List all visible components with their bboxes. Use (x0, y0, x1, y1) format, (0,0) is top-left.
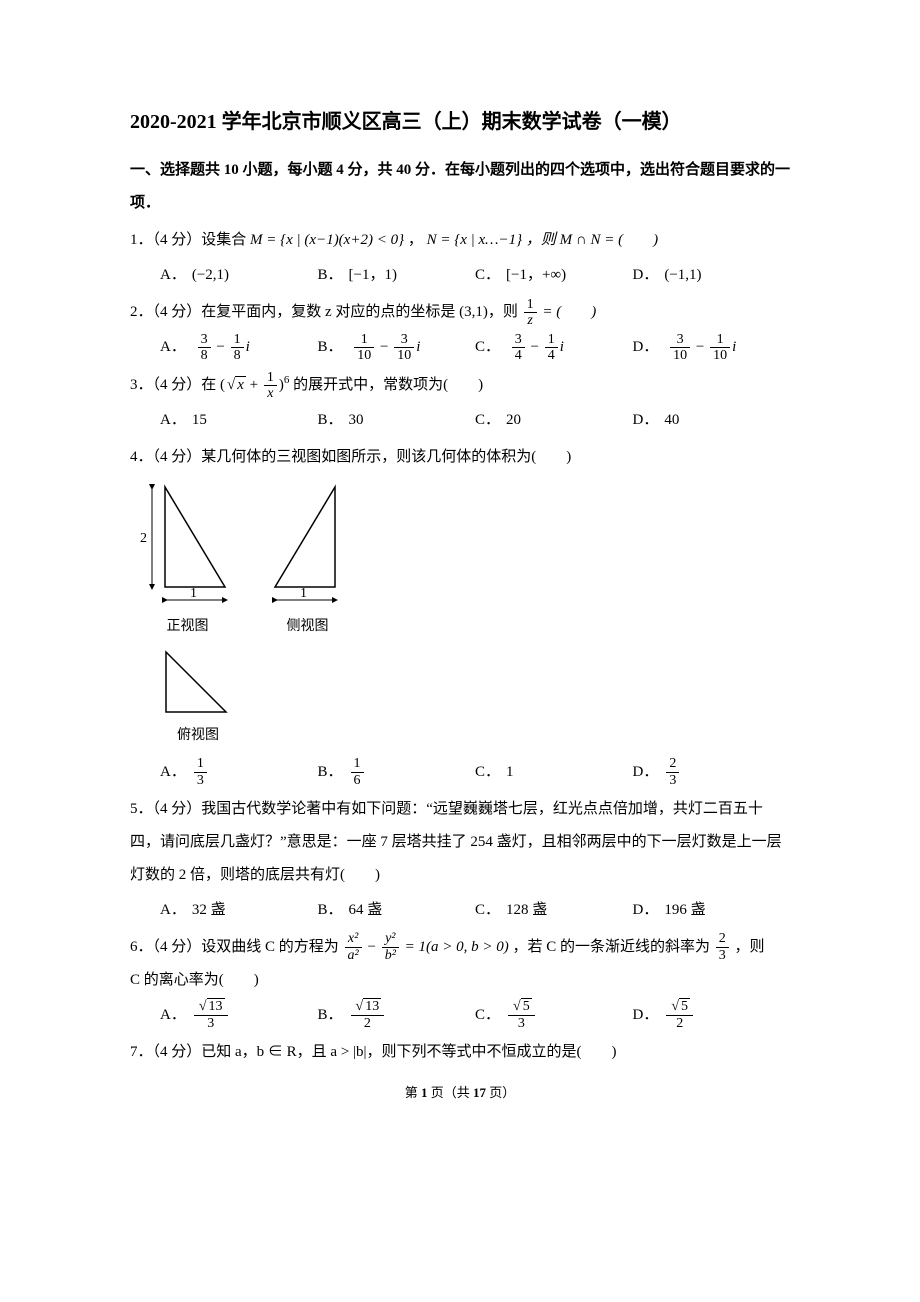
q2-frac: 1z (524, 297, 537, 329)
dim-2: 2 (140, 531, 147, 546)
q3-opt-c: C．20 (475, 404, 633, 437)
q3-stem-b: 的展开式中，常数项为( ) (293, 377, 483, 393)
q1-stem-a: 1．（4 分）设集合 (130, 232, 250, 248)
opt-label: C． (475, 267, 500, 283)
q5-options: A．32 盏 B．64 盏 C．128 盏 D．196 盏 (160, 894, 790, 927)
q3-opt-a: A．15 (160, 404, 318, 437)
q2-stem-a: 2．（4 分）在复平面内，复数 z 对应的点的坐标是 (3,1)，则 (130, 304, 518, 320)
q4-opt-b: B．16 (318, 756, 476, 789)
question-6: 6．（4 分）设双曲线 C 的方程为 x²a² − y²b² = 1(a > 0… (130, 931, 790, 964)
side-view-svg: 1 (265, 482, 350, 612)
q5-opt-d: D．196 盏 (633, 894, 791, 927)
opt-label: B． (318, 267, 343, 283)
question-6b: C 的离心率为( ) (130, 964, 790, 997)
q1-opt-b: B．[−1，1) (318, 259, 476, 292)
three-view-figures: 2 1 正视图 1 侧视图 俯视图 (140, 482, 790, 752)
q3-opt-b: B．30 (318, 404, 476, 437)
question-7: 7．（4 分）已知 a，b ∈ R，且 a > |b|，则下列不等式中不恒成立的… (130, 1036, 790, 1069)
fig-row-bottom: 俯视图 (140, 649, 790, 752)
page-footer: 第 1 页（共 17 页） (130, 1079, 790, 1108)
q6-opt-c: C．53 (475, 999, 633, 1032)
q4-opt-d: D．23 (633, 756, 791, 789)
q3-opt-d: D．40 (633, 404, 791, 437)
front-view-svg: 2 1 (140, 482, 235, 612)
front-view-label: 正视图 (140, 612, 235, 643)
question-1: 1．（4 分）设集合 M = {x | (x−1)(x+2) < 0} ， N … (130, 224, 790, 257)
q1-options: A．(−2,1) B．[−1，1) C．[−1，+∞) D．(−1,1) (160, 259, 790, 292)
q5-opt-c: C．128 盏 (475, 894, 633, 927)
q6-eq-tail: = 1(a > 0, b > 0) (405, 939, 509, 955)
q5-opt-b: B．64 盏 (318, 894, 476, 927)
q2-opt-a: A． 38 − 18i (160, 331, 318, 364)
q6-stem-b: ，若 C 的一条渐近线的斜率为 (513, 939, 711, 955)
q6-opt-b: B．132 (318, 999, 476, 1032)
q1-opt-d: D．(−1,1) (633, 259, 791, 292)
side-view-label: 侧视图 (265, 612, 350, 643)
q5-opt-a: A．32 盏 (160, 894, 318, 927)
sqrt-icon: x (225, 369, 246, 402)
top-view-label: 俯视图 (158, 721, 238, 752)
q3-options: A．15 B．30 C．20 D．40 (160, 404, 790, 437)
q4-opt-a: A．13 (160, 756, 318, 789)
q6-options: A．133 B．132 C．53 D．52 (160, 999, 790, 1032)
q6-opt-d: D．52 (633, 999, 791, 1032)
q6-opt-a: A．133 (160, 999, 318, 1032)
q3-stem-a: 3．（4 分）在 ( (130, 377, 225, 393)
q2-opt-d: D． 310 − 110i (633, 331, 791, 364)
page-title: 2020-2021 学年北京市顺义区高三（上）期末数学试卷（一模） (130, 100, 790, 144)
dim-1b: 1 (300, 586, 307, 601)
q1-tail: ，则 M ∩ N = ( ) (526, 232, 658, 248)
opt-label: D． (633, 267, 659, 283)
top-view-svg (158, 649, 238, 721)
section-header: 一、选择题共 10 小题，每小题 4 分，共 40 分．在每小题列出的四个选项中… (130, 154, 790, 220)
q1-set-n: N = {x | x…−1} (427, 232, 523, 248)
question-3: 3．（4 分）在 (x + 1x)6 的展开式中，常数项为( ) (130, 368, 790, 402)
q2-opt-b: B． 110 − 310i (318, 331, 476, 364)
q1-set-m: M = {x | (x−1)(x+2) < 0} (250, 232, 404, 248)
q6-stem-a: 6．（4 分）设双曲线 C 的方程为 (130, 939, 339, 955)
top-view: 俯视图 (158, 649, 238, 752)
dim-1a: 1 (190, 586, 197, 601)
question-4: 4．（4 分）某几何体的三视图如图所示，则该几何体的体积为( ) (130, 441, 790, 474)
question-5: 5．（4 分）我国古代数学论著中有如下问题：“远望巍巍塔七层，红光点点倍加增，共… (130, 793, 790, 892)
q1-opt-c: C．[−1，+∞) (475, 259, 633, 292)
q1-comma: ， (408, 232, 423, 248)
question-2: 2．（4 分）在复平面内，复数 z 对应的点的坐标是 (3,1)，则 1z = … (130, 296, 790, 329)
q6-stem-c: ，则 (735, 939, 765, 955)
q2-stem-b: = ( ) (542, 304, 596, 320)
q2-options: A． 38 − 18i B． 110 − 310i C． 34 − 14i D．… (160, 331, 790, 364)
opt-label: A． (160, 267, 186, 283)
side-view: 1 侧视图 (265, 482, 350, 643)
q2-opt-c: C． 34 − 14i (475, 331, 633, 364)
q1-opt-a: A．(−2,1) (160, 259, 318, 292)
q4-opt-c: C．1 (475, 756, 633, 789)
fig-row-top: 2 1 正视图 1 侧视图 (140, 482, 790, 643)
q4-options: A．13 B．16 C．1 D．23 (160, 756, 790, 789)
front-view: 2 1 正视图 (140, 482, 235, 643)
